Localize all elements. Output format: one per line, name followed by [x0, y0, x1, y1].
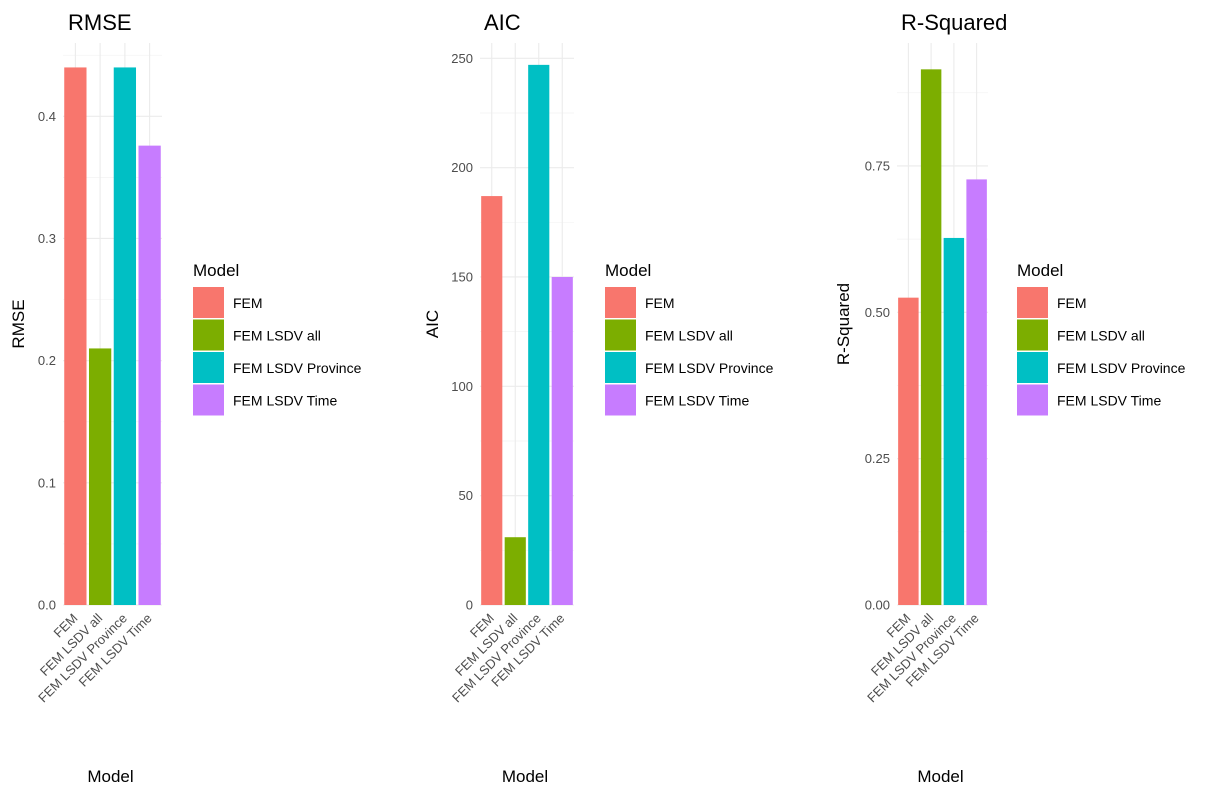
- bar-fem-lsdv-all: [920, 69, 942, 605]
- legend: Model FEM FEM LSDV all FEM LSDV Province FEM…: [193, 261, 362, 416]
- x-axis-title: Model: [917, 767, 963, 786]
- chart-title: AIC: [484, 10, 521, 35]
- y-tick-label: 100: [451, 379, 473, 394]
- x-axis-title: Model: [502, 767, 548, 786]
- legend-key: [1017, 319, 1048, 351]
- bar-fem-lsdv-time: [138, 145, 161, 605]
- y-tick-label: 150: [451, 269, 473, 284]
- bar-fem: [898, 297, 919, 605]
- legend-key: [605, 352, 636, 383]
- legend-label: FEM LSDV Time: [645, 393, 749, 409]
- y-axis-title: RMSE: [9, 299, 28, 348]
- legend-key: [1017, 287, 1048, 318]
- bar-fem-lsdv-all: [88, 348, 112, 605]
- chart-panel-3: 0.00 0.25 0.50 0.75 FEM FEM LSDV all FEM LSDV …: [834, 10, 1186, 786]
- legend-label: FEM: [645, 295, 675, 311]
- chart-title: R-Squared: [901, 10, 1007, 35]
- y-tick-label: 0.2: [38, 353, 56, 368]
- legend-label: FEM LSDV all: [233, 328, 321, 344]
- legend: Model FEM FEM LSDV all FEM LSDV Province FEM…: [1017, 261, 1186, 416]
- legend-label: FEM LSDV Time: [1057, 393, 1161, 409]
- legend-label: FEM: [1057, 295, 1087, 311]
- legend-label: FEM LSDV all: [645, 328, 733, 344]
- bar-fem-lsdv-province: [528, 64, 550, 606]
- y-tick-label: 0.3: [38, 231, 56, 246]
- y-tick-label: 50: [459, 488, 473, 503]
- y-tick-label: 0.00: [865, 598, 890, 613]
- legend-key: [1017, 352, 1048, 383]
- bar-fem-lsdv-province: [113, 67, 137, 605]
- legend-key: [193, 352, 224, 383]
- chart-title: RMSE: [68, 10, 132, 35]
- bar-fem-lsdv-province: [943, 237, 965, 605]
- bar-fem: [64, 67, 87, 605]
- legend-key: [193, 384, 224, 416]
- legend-label: FEM LSDV Province: [233, 360, 362, 376]
- y-tick-label: 0.1: [38, 475, 56, 490]
- y-tick-label: 0.0: [38, 598, 56, 613]
- legend-key: [605, 319, 636, 351]
- x-axis-title: Model: [87, 767, 133, 786]
- bar-fem-lsdv-time: [966, 179, 987, 605]
- bar-fem-lsdv-time: [551, 276, 573, 605]
- legend-label: FEM LSDV Time: [233, 393, 337, 409]
- bar-fem-lsdv-all: [504, 537, 526, 605]
- y-tick-label: 0.50: [865, 305, 890, 320]
- y-tick-label: 250: [451, 51, 473, 66]
- legend-label: FEM LSDV all: [1057, 328, 1145, 344]
- legend-key: [193, 319, 224, 351]
- y-tick-label: 0.25: [865, 451, 890, 466]
- legend-key: [605, 287, 636, 318]
- y-tick-label: 0: [466, 598, 473, 613]
- y-tick-label: 0.75: [865, 158, 890, 173]
- chart-panel-1: 0.0 0.1 0.2 0.3 0.4 FEM FEM LSDV all FEM LSDV P…: [9, 10, 362, 786]
- bar-fem: [481, 196, 503, 606]
- legend-key: [605, 384, 636, 416]
- legend-title: Model: [1017, 261, 1063, 280]
- chart-panel-2: 0 50 100 150 200 250 FEM FEM LSDV all FEM LSDV P…: [423, 10, 774, 786]
- legend-key: [1017, 384, 1048, 416]
- legend-title: Model: [193, 261, 239, 280]
- legend-key: [193, 287, 224, 318]
- y-tick-label: 0.4: [38, 109, 56, 124]
- y-axis-title: AIC: [423, 310, 442, 338]
- y-tick-label: 200: [451, 160, 473, 175]
- legend-label: FEM: [233, 295, 263, 311]
- legend: Model FEM FEM LSDV all FEM LSDV Province FEM…: [605, 261, 774, 416]
- legend-label: FEM LSDV Province: [1057, 360, 1186, 376]
- legend-title: Model: [605, 261, 651, 280]
- y-axis-title: R-Squared: [834, 283, 853, 365]
- legend-label: FEM LSDV Province: [645, 360, 774, 376]
